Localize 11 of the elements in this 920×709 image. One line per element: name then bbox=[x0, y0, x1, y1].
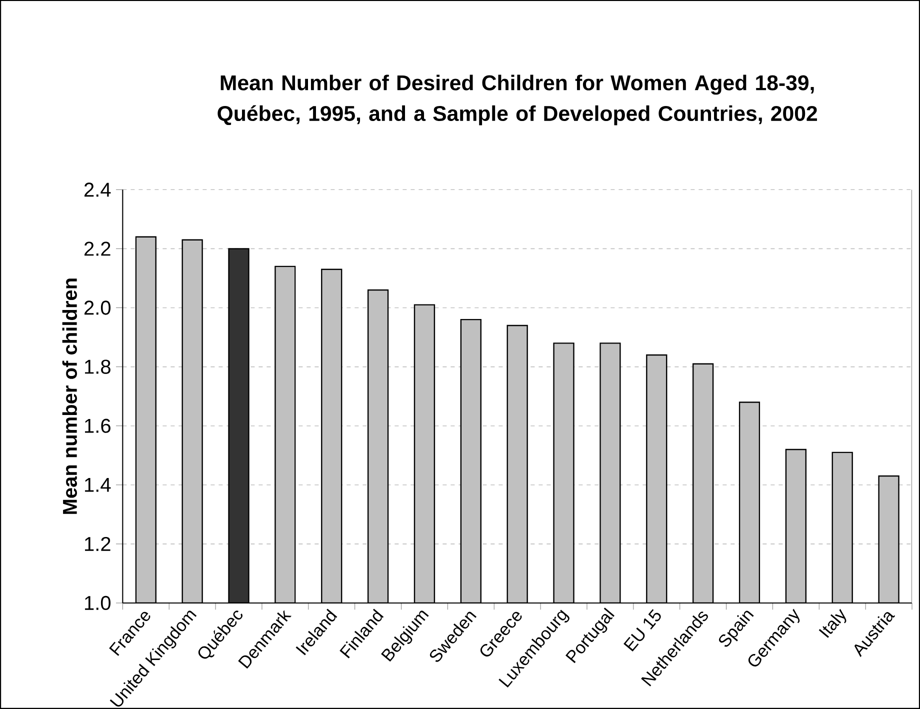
chart-title: Mean Number of Desired Children for Women Aged 18-39, Québec, 1995, and a Sample of Developed Countries, 2002 bbox=[218, 74, 817, 126]
y-tick-label: 1.8 bbox=[85, 360, 110, 374]
y-tick-label: 1.2 bbox=[85, 536, 110, 551]
y-tick-label: 1.4 bbox=[85, 478, 111, 492]
y-tick-label: 2.4 bbox=[84, 182, 111, 197]
y-tick-label: 1.0 bbox=[85, 596, 111, 610]
y-tick-label: 2.0 bbox=[84, 300, 111, 315]
y-tick-label: 1.6 bbox=[85, 418, 110, 433]
x-tick-label: Italy bbox=[818, 608, 846, 638]
y-axis-title: Mean number of children bbox=[62, 278, 77, 514]
y-tick-label: 2.2 bbox=[84, 242, 110, 256]
